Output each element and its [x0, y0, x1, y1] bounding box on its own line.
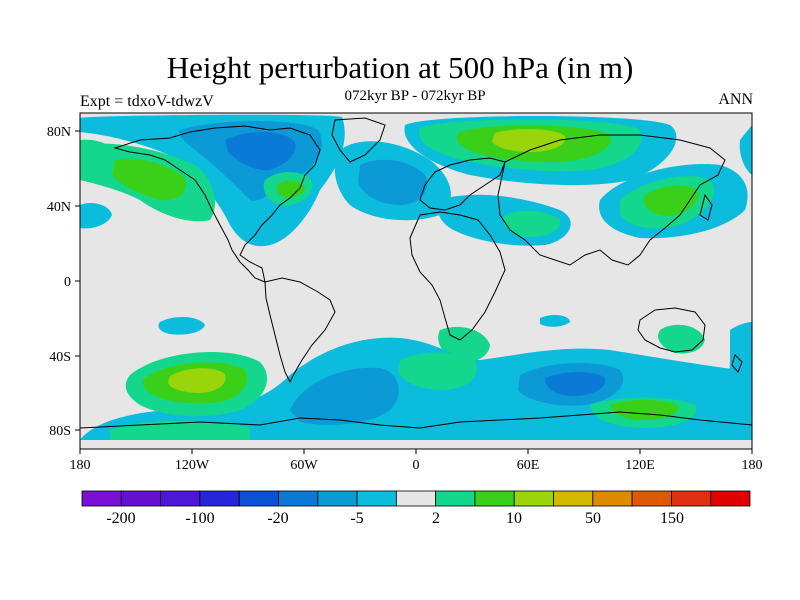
anomaly-negative-east-edge: [729, 322, 752, 420]
lon-tick-180w: 180: [70, 458, 91, 473]
anomaly-positive-great-lakes-core: [276, 180, 305, 198]
colorbar-label-m100: -100: [185, 510, 214, 527]
map-subtitle: 072kyr BP - 072kyr BP: [344, 88, 486, 104]
colorbar-label-50: 50: [585, 510, 601, 527]
lon-tick-60w: 60W: [290, 458, 318, 473]
lat-tick-80n: 80N: [47, 125, 71, 140]
lon-tick-120w: 120W: [175, 458, 210, 473]
colorbar-box: [671, 490, 712, 507]
coastline-antarctica: [80, 411, 752, 429]
colorbar: [81, 490, 751, 507]
coastline-japan: [699, 193, 713, 221]
colorbar-box: [553, 490, 594, 507]
anomaly-positive-antarctic-pacific: [110, 420, 250, 440]
colorbar-box: [160, 490, 201, 507]
anomaly-positive-central-asia: [503, 210, 561, 238]
experiment-label: Expt = tdxoV-tdwzV: [80, 93, 214, 110]
colorbar-label-m20: -20: [267, 510, 288, 527]
anomaly-positive-south-pacific-core: [168, 368, 226, 393]
colorbar-box: [238, 490, 279, 507]
colorbar-box: [435, 490, 476, 507]
anomaly-negative-southern-ocean-d: [545, 372, 606, 396]
lat-tick-40n: 40N: [47, 200, 71, 215]
coastline-asia: [497, 134, 726, 266]
lat-tick-40s: 40S: [49, 350, 71, 365]
colorbar-box: [631, 490, 672, 507]
coastlines: [80, 117, 752, 429]
colorbar-box: [317, 490, 358, 507]
colorbar-box: [199, 490, 240, 507]
lat-tick-0: 0: [64, 275, 71, 290]
coastline-greenland: [331, 117, 386, 163]
axis-ticks: [75, 130, 753, 454]
coastline-africa: [409, 211, 506, 341]
anomaly-negative-atlantic-small: [540, 315, 570, 327]
colorbar-label-10: 10: [506, 510, 522, 527]
anomaly-negative-southern-ocean-b: [290, 367, 399, 425]
anomaly-negative-atlantic-core: [358, 159, 428, 205]
colorbar-box: [474, 490, 515, 507]
lat-tick-80s: 80S: [49, 424, 71, 439]
anomaly-negative-hudson: [225, 131, 296, 171]
colorbar-label-m200: -200: [106, 510, 135, 527]
coastline-europe: [419, 157, 506, 211]
lon-tick-180e: 180: [742, 458, 763, 473]
colorbar-label-2: 2: [432, 510, 440, 527]
colorbar-box: [278, 490, 319, 507]
coastline-south-america: [264, 277, 336, 384]
colorbar-box: [513, 490, 554, 507]
season-label: ANN: [718, 91, 753, 108]
colorbar-box: [120, 490, 161, 507]
anomaly-negative-south-pacific-small: [158, 316, 205, 335]
coastline-australia: [637, 307, 706, 353]
anomaly-positive-south-atlantic: [398, 352, 477, 390]
colorbar-box: [81, 490, 122, 507]
colorbar-label-150: 150: [660, 510, 684, 527]
colorbar-box: [395, 490, 437, 507]
coastline-north-america: [113, 125, 321, 283]
anomaly-positive-ne-pacific-core: [112, 158, 187, 201]
coastline-new-zealand: [731, 354, 743, 373]
colorbar-box: [356, 490, 397, 507]
lon-tick-120e: 120E: [625, 458, 655, 473]
page-title: Height perturbation at 500 hPa (in m): [166, 50, 634, 85]
anomaly-positive-siberia-core: [492, 129, 566, 152]
lon-tick-0: 0: [413, 458, 420, 473]
anomaly-positive-dateline: [80, 139, 118, 169]
colorbar-box: [710, 490, 751, 507]
anomaly-positive-australia: [658, 324, 705, 354]
anomaly-positive-ne-pacific-edge: [739, 125, 752, 175]
lon-tick-60e: 60E: [517, 458, 540, 473]
anomaly-positive-ne-pacific-east: [80, 203, 112, 229]
contour-fills: [80, 114, 752, 440]
colorbar-label-m5: -5: [350, 510, 363, 527]
colorbar-box: [592, 490, 633, 507]
